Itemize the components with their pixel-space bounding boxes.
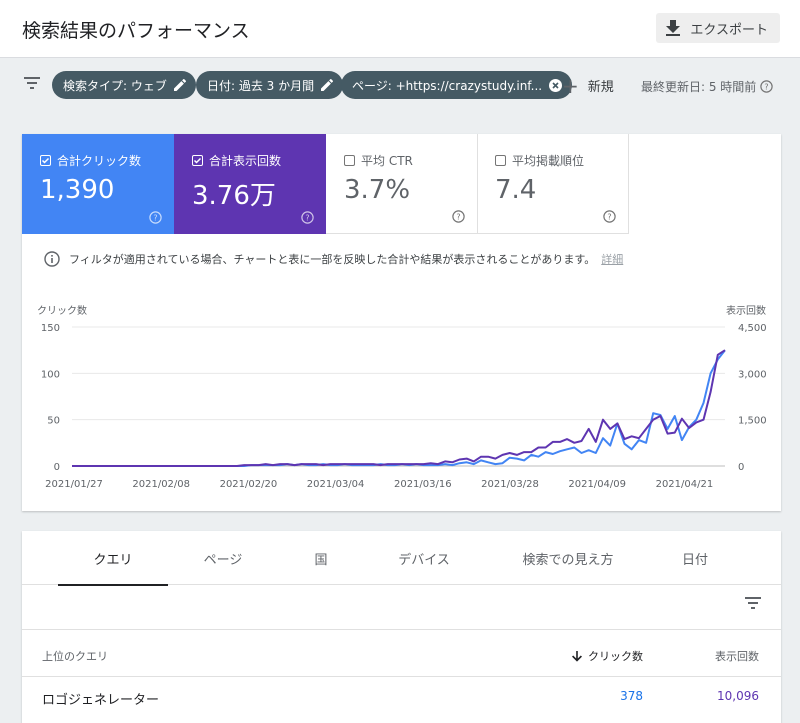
series-line: [72, 349, 726, 467]
download-icon: [666, 20, 681, 36]
y-axis-label-right: 表示回数: [726, 304, 766, 317]
table-filter-icon[interactable]: [745, 597, 761, 609]
help-icon[interactable]: ?: [301, 211, 314, 224]
checkbox-unchecked-icon[interactable]: [495, 155, 506, 166]
data-table-card: クエリ ページ 国 デバイス 検索での見え方 日付 上位のクエリ クリック数 表…: [22, 531, 781, 723]
column-header-clicks-label: クリック数: [588, 650, 643, 663]
app-header: 検索結果のパフォーマンス エクスポート: [0, 0, 800, 58]
impressions-cell: 10,096: [717, 689, 759, 703]
clicks-cell: 378: [620, 689, 643, 703]
y-tick-label-left: 150: [41, 323, 60, 334]
metric-label: 平均 CTR: [361, 154, 413, 168]
help-icon[interactable]: ?: [452, 210, 465, 223]
performance-chart: クリック数 表示回数 150 4,500 100 3,000 50 1,500 0 0 2021…: [37, 304, 767, 490]
filter-bar: 検索タイプ: ウェブ 日付: 過去 3 か月間 ページ: +https://cr…: [0, 58, 800, 112]
new-filter-button[interactable]: + 新規: [562, 73, 614, 98]
y-tick-label-left: 100: [41, 369, 60, 380]
x-tick-label: 2021/02/08: [132, 479, 190, 490]
column-header-clicks[interactable]: クリック数: [572, 648, 643, 664]
last-updated: 最終更新日: 5 時間前 ?: [641, 78, 774, 95]
metric-value: 3.76万: [192, 181, 276, 211]
tab-bar: クエリ ページ 国 デバイス 検索での見え方 日付: [22, 531, 781, 586]
chip-label: 検索タイプ: ウェブ: [63, 78, 167, 93]
metric-value: 3.7%: [344, 175, 411, 205]
query-cell: ロゴジェネレーター: [42, 693, 160, 708]
metric-average-ctr[interactable]: 平均 CTR 3.7% ?: [326, 134, 478, 234]
x-tick-label: 2021/01/27: [45, 479, 103, 490]
help-icon[interactable]: ?: [603, 210, 616, 223]
arrow-down-icon: [572, 650, 582, 662]
pencil-icon[interactable]: [173, 79, 186, 91]
filter-icon[interactable]: [24, 77, 40, 89]
performance-card: 合計クリック数 1,390 ? 合計表示回数 3.76万 ? 平均 CTR 3.…: [22, 134, 781, 511]
filter-notice: フィルタが適用されている場合、チャートと表に一部を反映した合計や結果が表示される…: [44, 251, 623, 267]
metric-average-position[interactable]: 平均掲載順位 7.4 ?: [477, 134, 629, 234]
notice-text: フィルタが適用されている場合、チャートと表に一部を反映した合計や結果が表示される…: [69, 253, 596, 266]
tab-search-appearance[interactable]: 検索での見え方: [522, 552, 614, 568]
checkbox-checked-icon[interactable]: [40, 155, 51, 166]
help-icon[interactable]: ?: [760, 80, 774, 93]
pencil-icon[interactable]: [321, 79, 334, 91]
y-tick-label-right: 0: [738, 462, 744, 473]
metric-label: 平均掲載順位: [512, 154, 585, 168]
tab-country[interactable]: 国: [314, 552, 328, 568]
x-tick-label: 2021/03/16: [394, 479, 452, 490]
close-circle-icon[interactable]: [549, 78, 563, 92]
table-row[interactable]: ロゴジェネレーター 378 10,096: [22, 677, 781, 717]
metric-value: 1,390: [40, 175, 115, 205]
new-filter-label: 新規: [587, 80, 614, 95]
chip-label: 日付: 過去 3 か月間: [207, 78, 315, 93]
chip-label: ページ: +https://crazystudy.inf...: [352, 78, 543, 93]
x-tick-label: 2021/04/09: [568, 479, 626, 490]
plus-icon: +: [562, 73, 579, 98]
column-header-query[interactable]: 上位のクエリ: [42, 650, 108, 663]
x-tick-label: 2021/03/04: [307, 479, 365, 490]
y-tick-label-left: 50: [47, 416, 60, 427]
metric-total-clicks[interactable]: 合計クリック数 1,390 ?: [22, 134, 174, 234]
last-updated-text: 最終更新日: 5 時間前: [641, 80, 757, 94]
filter-chip-page[interactable]: ページ: +https://crazystudy.inf...: [341, 71, 573, 99]
export-button[interactable]: エクスポート: [656, 13, 780, 43]
metric-label: 合計クリック数: [57, 154, 142, 168]
series-line: [72, 349, 726, 467]
metric-total-impressions[interactable]: 合計表示回数 3.76万 ?: [174, 134, 326, 234]
checkbox-unchecked-icon[interactable]: [344, 155, 355, 166]
info-icon: [44, 251, 60, 267]
metric-label: 合計表示回数: [209, 154, 282, 168]
svg-text:?: ?: [305, 213, 309, 222]
svg-text:?: ?: [765, 82, 769, 91]
tab-date[interactable]: 日付: [681, 552, 708, 568]
x-tick-label: 2021/04/21: [656, 479, 714, 490]
metric-value: 7.4: [495, 175, 537, 205]
table-header: 上位のクエリ クリック数 表示回数: [22, 629, 781, 677]
y-tick-label-right: 4,500: [738, 323, 767, 334]
filter-chip-search-type[interactable]: 検索タイプ: ウェブ: [52, 71, 196, 99]
y-tick-label-right: 3,000: [738, 369, 767, 380]
export-label: エクスポート: [690, 22, 768, 38]
y-tick-label-right: 1,500: [738, 416, 767, 427]
page-title: 検索結果のパフォーマンス: [22, 20, 250, 42]
details-link[interactable]: 詳細: [601, 253, 624, 266]
tab-page[interactable]: ページ: [203, 552, 243, 568]
svg-text:?: ?: [607, 212, 611, 221]
column-header-impressions[interactable]: 表示回数: [715, 650, 759, 663]
svg-text:?: ?: [456, 212, 460, 221]
help-icon[interactable]: ?: [149, 211, 162, 224]
y-axis-label-left: クリック数: [37, 304, 87, 317]
filter-chip-date[interactable]: 日付: 過去 3 か月間: [196, 71, 344, 99]
tab-query[interactable]: クエリ: [58, 531, 168, 586]
x-tick-label: 2021/03/28: [481, 479, 539, 490]
tab-device[interactable]: デバイス: [398, 552, 450, 568]
svg-text:?: ?: [153, 213, 157, 222]
y-tick-label-left: 0: [54, 462, 60, 473]
x-tick-label: 2021/02/20: [220, 479, 278, 490]
checkbox-checked-icon[interactable]: [192, 155, 203, 166]
